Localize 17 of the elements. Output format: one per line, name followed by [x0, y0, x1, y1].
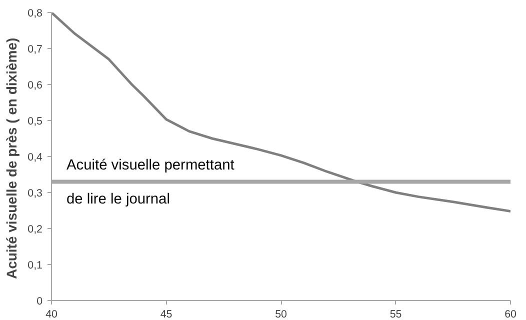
y-tick-label: 0,4	[28, 152, 43, 164]
y-tick-label: 0,3	[28, 188, 43, 200]
y-tick-label: 0,7	[28, 44, 43, 56]
y-tick-label: 0,2	[28, 224, 43, 236]
y-axis-title: Acuité visuelle de près ( en dixième)	[4, 38, 20, 280]
x-tick-label: 50	[275, 308, 287, 320]
y-tick-label: 0,8	[28, 8, 43, 20]
line-series	[52, 12, 510, 212]
x-tick-label: 45	[160, 308, 172, 320]
x-tick-label: 55	[390, 308, 402, 320]
y-tick-label: 0,6	[28, 80, 43, 92]
x-tick-label: 60	[504, 308, 516, 320]
y-tick-label: 0,1	[28, 260, 43, 272]
text: Acuité visuelle permettant de lire le journal	[66, 158, 234, 208]
x-tick-label: 40	[46, 308, 58, 320]
y-tick-label: 0	[36, 296, 43, 308]
y-tick-label: 0,5	[28, 116, 43, 128]
